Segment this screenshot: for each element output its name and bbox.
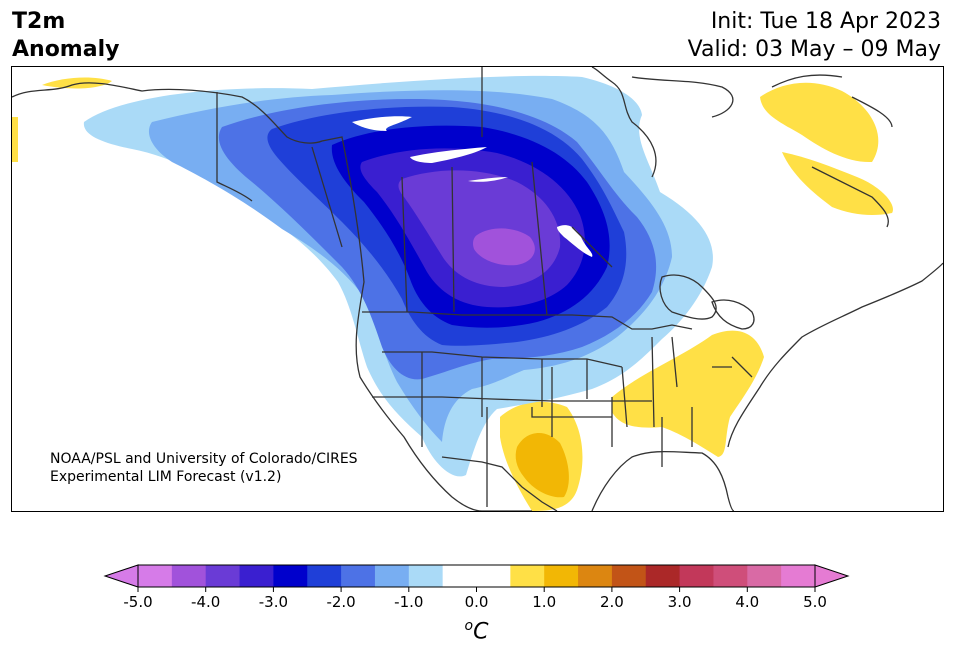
colorbar-segments — [103, 564, 850, 588]
unit-base: C — [473, 619, 489, 645]
colorbar-segment — [713, 565, 748, 587]
colorbar-segment — [679, 565, 714, 587]
title-variable: T2m — [12, 9, 66, 34]
colorbar-segment — [374, 565, 410, 587]
colorbar-segment — [781, 565, 816, 587]
colorbar-tick-label: -2.0 — [326, 593, 355, 611]
colorbar-segment — [578, 565, 613, 587]
map-canvas — [12, 67, 943, 511]
colorbar-segment — [544, 565, 579, 587]
mexico-border — [441, 456, 558, 511]
colorbar-tick-label: 4.0 — [735, 593, 759, 611]
lake-athabasca — [468, 177, 508, 182]
credit-line-2: Experimental LIM Forecast (v1.2) — [50, 469, 282, 485]
colorbar-unit: oC — [0, 618, 953, 644]
islands-arctic — [631, 74, 893, 228]
valid-range: Valid: 03 May – 09 May — [687, 37, 941, 62]
colorbar-segment — [408, 565, 444, 587]
continental-coast — [12, 67, 943, 511]
colorbar-tick-label: 2.0 — [600, 593, 624, 611]
cold-core — [473, 228, 535, 266]
warm-region-arctic — [42, 77, 112, 89]
colorbar-segment — [645, 565, 681, 587]
colorbar-tick-label: -5.0 — [123, 593, 152, 611]
cold-anomaly-regions — [83, 75, 713, 477]
lake-great-bear — [352, 116, 412, 131]
colorbar-ticks: -5.0 -4.0 -3.0 -2.0 -1.0 0.0 1.0 2.0 3.0 4.0 5.0 — [123, 587, 827, 611]
colorbar-tick-label: 3.0 — [668, 593, 692, 611]
colorbar-segment — [307, 565, 342, 587]
title-anomaly: Anomaly — [12, 37, 120, 62]
colorbar-segment — [239, 565, 274, 587]
colorbar-segment — [205, 565, 241, 587]
lake-great-slave — [410, 147, 487, 163]
warm-anomaly-regions — [12, 77, 893, 511]
colorbar-segment — [442, 565, 511, 587]
colorbar: -5.0 -4.0 -3.0 -2.0 -1.0 0.0 1.0 2.0 3.0 4.0 5.0 — [103, 564, 850, 611]
colorbar-segment — [747, 565, 782, 587]
warm-region-edge — [12, 117, 18, 162]
us-states — [372, 336, 753, 507]
colorbar-segment — [273, 565, 308, 587]
map-title: T2m Anomaly — [12, 8, 119, 64]
colorbar-tick-label: -4.0 — [191, 593, 220, 611]
init-date: Init: Tue 18 Apr 2023 — [710, 9, 941, 34]
lake-winnipeg — [557, 225, 593, 257]
colorbar-segment — [510, 565, 545, 587]
colorbar-tick-label: 5.0 — [803, 593, 827, 611]
colorbar-tick-label: -3.0 — [259, 593, 288, 611]
warm-region-labrador — [760, 82, 879, 163]
credit-text: NOAA/PSL and University of Colorado/CIRE… — [50, 450, 358, 486]
boundaries — [12, 67, 943, 511]
alaska-border — [216, 92, 253, 202]
colorbar-tick-label: -1.0 — [394, 593, 423, 611]
warm-core-texas — [515, 432, 569, 498]
colorbar-tick-label: 1.0 — [532, 593, 556, 611]
warm-region-quebec — [782, 152, 893, 215]
colorbar-tick-label: 0.0 — [465, 593, 489, 611]
canada-provinces — [311, 67, 613, 316]
us-canada-border — [362, 311, 693, 330]
colorbar-segment — [138, 565, 173, 587]
colorbar-segment — [341, 565, 376, 587]
unit-prefix: o — [464, 618, 474, 634]
colorbar-over-arrow — [814, 564, 850, 588]
anomaly-map[interactable]: NOAA/PSL and University of Colorado/CIRE… — [11, 66, 944, 512]
colorbar-segment — [611, 565, 647, 587]
forecast-dates: Init: Tue 18 Apr 2023 Valid: 03 May – 09… — [688, 8, 941, 64]
credit-line-1: NOAA/PSL and University of Colorado/CIRE… — [50, 451, 358, 467]
colorbar-segment — [171, 565, 207, 587]
colorbar-under-arrow — [103, 564, 139, 588]
warm-region-southeast — [612, 330, 764, 457]
great-lakes-outline — [659, 274, 755, 330]
